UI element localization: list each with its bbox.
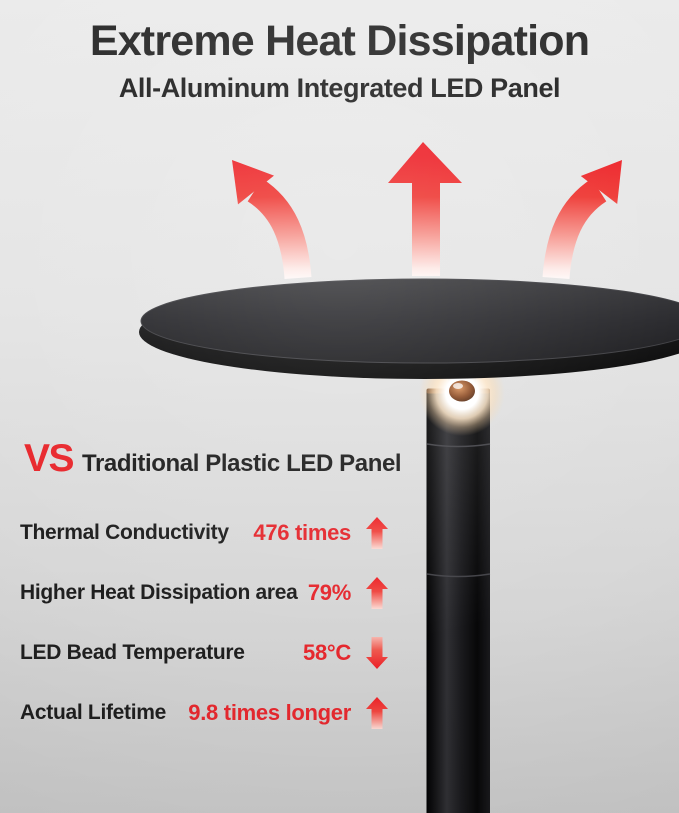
stat-label: Higher Heat Dissipation area	[20, 581, 298, 604]
stat-row-actual-lifetime: Actual Lifetime 9.8 times longer	[20, 683, 388, 743]
stat-right-group: 9.8 times longer	[188, 697, 388, 729]
vs-heading: VS Traditional Plastic LED Panel	[24, 437, 402, 481]
pole-seam	[426, 573, 491, 578]
stat-value: 476 times	[253, 520, 351, 545]
page-title: Extreme Heat Dissipation	[89, 17, 590, 65]
joint-ball	[449, 380, 475, 402]
led-panel-disc	[139, 278, 679, 379]
stat-right-group: 79%	[308, 577, 388, 609]
vs-label: VS	[24, 437, 75, 480]
stat-label: Thermal Conductivity	[20, 521, 229, 544]
stat-value: 58°C	[303, 640, 351, 665]
comparison-stats: Thermal Conductivity 476 times Higher He…	[20, 503, 388, 743]
curved-heat-arrow-left-icon	[232, 160, 312, 280]
stat-row-thermal-conductivity: Thermal Conductivity 476 times	[20, 503, 388, 563]
up-arrow-icon	[366, 697, 388, 729]
down-arrow-icon	[366, 637, 388, 669]
vs-competitor-label: Traditional Plastic LED Panel	[82, 450, 402, 477]
up-arrow-icon	[366, 577, 388, 609]
page-subtitle: All-Aluminum Integrated LED Panel	[118, 73, 561, 103]
straight-heat-arrow-up-icon	[388, 142, 462, 276]
stat-row-heat-dissipation-area: Higher Heat Dissipation area 79%	[20, 563, 388, 623]
stat-label: LED Bead Temperature	[20, 641, 245, 664]
joint-ball-highlight	[453, 383, 463, 389]
stat-right-group: 58°C	[303, 637, 388, 669]
heat-dissipation-arrows	[232, 142, 622, 280]
curved-heat-arrow-right-icon	[542, 160, 622, 280]
up-arrow-icon	[366, 517, 388, 549]
pole-seam	[426, 443, 491, 448]
stat-value: 9.8 times longer	[188, 700, 351, 725]
stat-label: Actual Lifetime	[20, 701, 167, 724]
stat-row-led-bead-temperature: LED Bead Temperature 58°C	[20, 623, 388, 683]
stat-right-group: 476 times	[253, 517, 388, 549]
stat-value: 79%	[307, 580, 351, 605]
